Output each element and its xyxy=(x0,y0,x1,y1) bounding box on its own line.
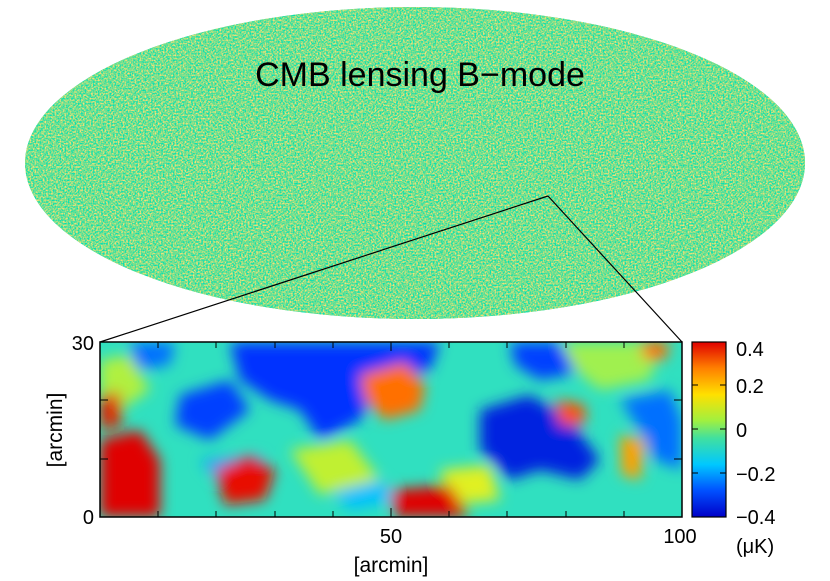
colorbar-unit: (μK) xyxy=(736,536,774,558)
colorbar-tick-neg0.4: −0.4 xyxy=(736,507,775,529)
colorbar-tick-0: 0 xyxy=(736,420,747,442)
sky-map xyxy=(25,7,805,319)
colorbar-tick-neg0.2: −0.2 xyxy=(736,464,775,486)
x-axis-label: [arcmin] xyxy=(354,554,429,577)
y-axis-label: [arcmin] xyxy=(44,393,67,468)
patch-ticks xyxy=(100,342,682,517)
y-tick-0: 0 xyxy=(83,507,94,529)
zoom-patch xyxy=(100,342,682,517)
colorbar-tick-0.4: 0.4 xyxy=(736,339,764,361)
x-tick-100: 100 xyxy=(663,526,696,548)
x-tick-50: 50 xyxy=(380,526,402,548)
zoom-line-left xyxy=(99,195,549,343)
colorbar-tick-0.2: 0.2 xyxy=(736,376,764,398)
zoom-line-right xyxy=(547,195,683,343)
y-tick-30: 30 xyxy=(72,333,94,355)
page-title: CMB lensing B−mode xyxy=(255,56,585,94)
colorbar-ticks xyxy=(692,384,726,474)
